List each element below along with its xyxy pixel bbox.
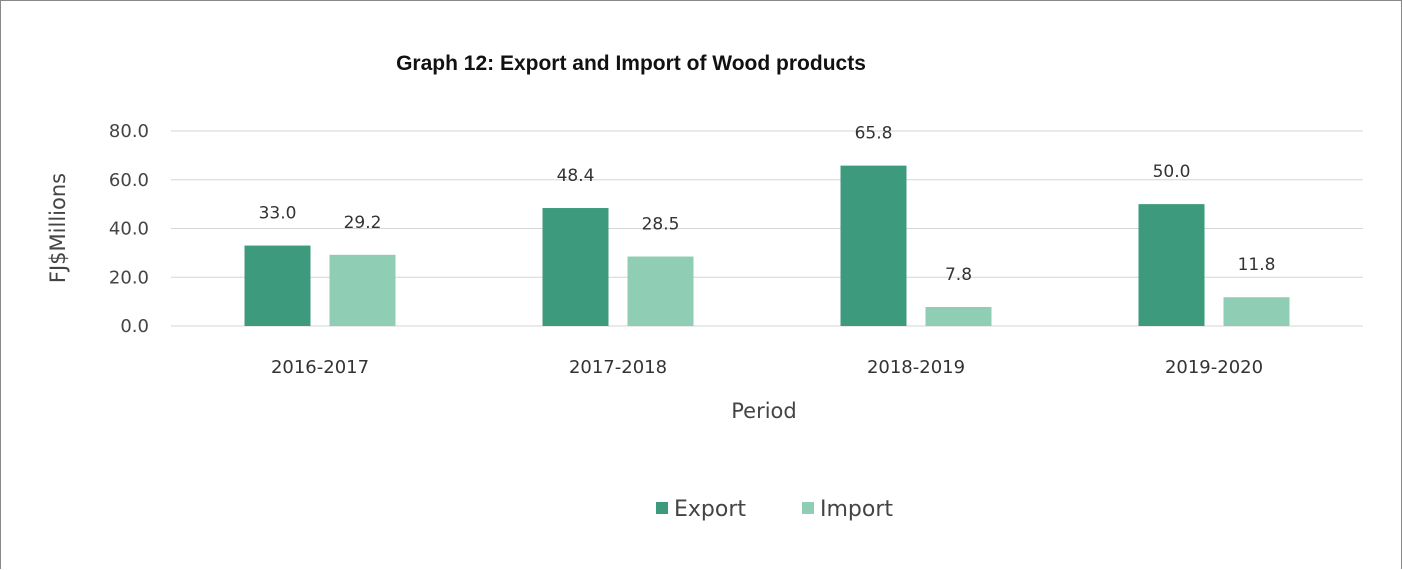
- data-label: 28.5: [642, 215, 680, 235]
- y-tick-label: 60.0: [109, 170, 149, 191]
- data-label: 65.8: [855, 124, 893, 144]
- x-category-label: 2016-2017: [271, 357, 369, 378]
- legend-label: Import: [820, 497, 893, 522]
- x-category-label: 2017-2018: [569, 357, 667, 378]
- data-label: 11.8: [1238, 255, 1276, 275]
- y-tick-label: 40.0: [109, 219, 149, 240]
- legend-label: Export: [674, 497, 746, 522]
- legend: Export Import: [656, 497, 893, 522]
- x-axis-title: Period: [731, 399, 796, 423]
- bar-import-2018-2019: [925, 306, 992, 326]
- y-tick-label: 0.0: [120, 316, 149, 337]
- data-label: 33.0: [259, 204, 297, 224]
- y-axis-ticks: 0.0 20.0 40.0 60.0 80.0: [109, 121, 149, 337]
- bar-export-2018-2019: [840, 165, 907, 326]
- data-label: 7.8: [945, 265, 972, 285]
- bar-import-2019-2020: [1223, 297, 1290, 326]
- bar-export-2017-2018: [542, 208, 609, 326]
- x-category-label: 2018-2019: [867, 357, 965, 378]
- data-label: 48.4: [557, 166, 595, 186]
- bar-export-2019-2020: [1138, 204, 1205, 326]
- x-axis-categories: 2016-2017 2017-2018 2018-2019 2019-2020: [271, 357, 1263, 378]
- y-axis-title: FJ$Millions: [46, 173, 70, 283]
- legend-swatch-export: [656, 502, 668, 514]
- bar-import-2017-2018: [627, 256, 694, 326]
- bars: [244, 165, 1290, 326]
- legend-swatch-import: [802, 502, 814, 514]
- y-tick-label: 20.0: [109, 267, 149, 288]
- y-tick-label: 80.0: [109, 121, 149, 142]
- data-label: 29.2: [344, 213, 382, 233]
- data-label: 50.0: [1153, 162, 1191, 182]
- bar-import-2016-2017: [329, 254, 396, 326]
- chart-title: Graph 12: Export and Import of Wood prod…: [396, 52, 866, 75]
- bar-export-2016-2017: [244, 245, 311, 326]
- data-labels: 33.0 29.2 48.4 28.5 65.8 7.8 50.0 11.8: [259, 124, 1276, 285]
- x-category-label: 2019-2020: [1165, 357, 1263, 378]
